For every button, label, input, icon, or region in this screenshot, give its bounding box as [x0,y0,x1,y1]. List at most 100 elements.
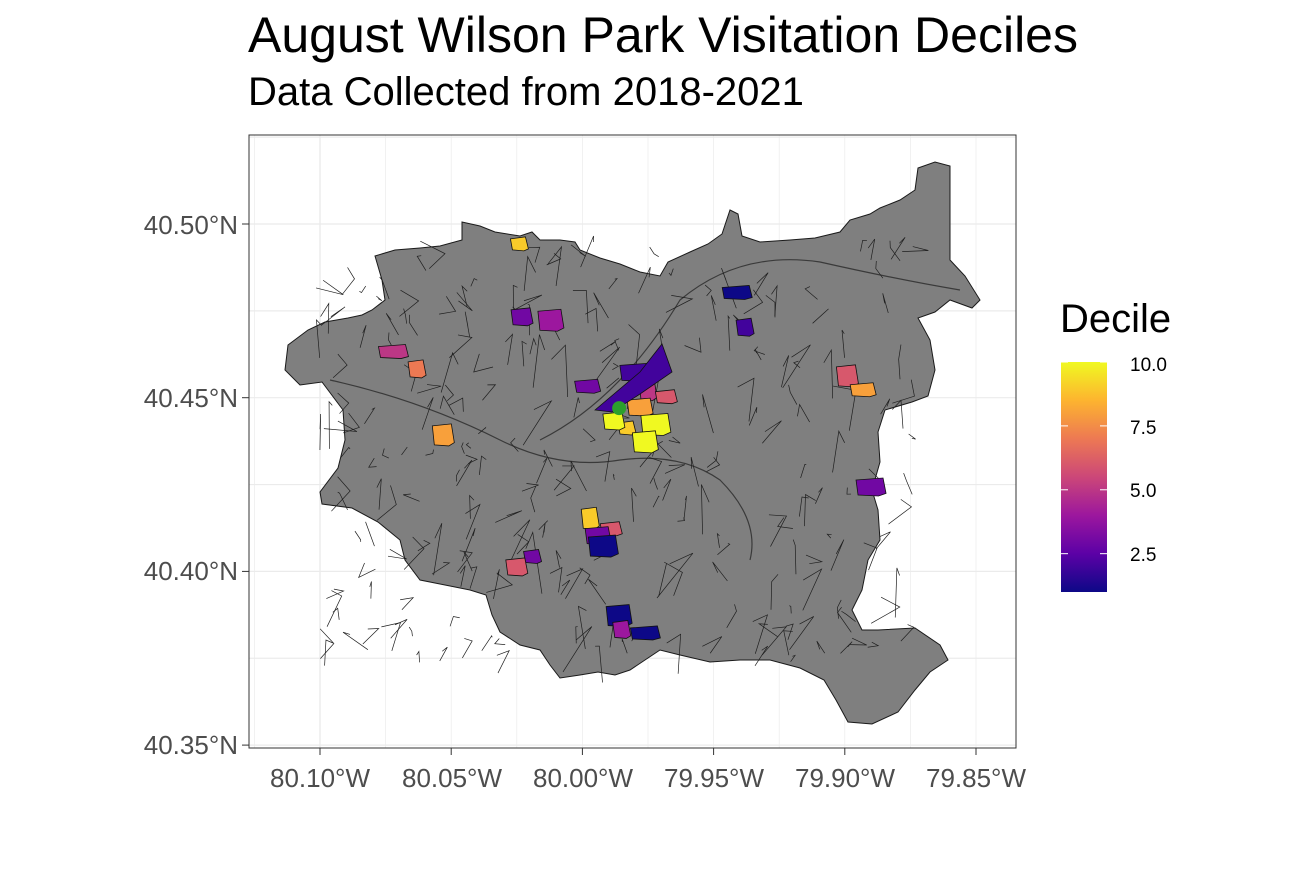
tract-border [898,344,902,380]
tract-border [783,630,793,656]
tract-border [324,639,334,666]
tract-border [321,306,346,326]
tract-border [665,295,694,313]
tract-border [523,255,536,291]
tract-highlight [612,620,632,639]
tick-marks [242,223,977,755]
tract-border [425,449,434,456]
tract-border [549,566,563,593]
tract-border [702,636,723,654]
tract-highlight [594,343,673,413]
tract-border [882,293,889,314]
tract-border [588,578,607,605]
tract-lines [315,235,929,683]
tract-border [830,539,845,571]
tract-border [462,638,473,659]
tract-highlight [721,285,753,300]
tract-border [509,519,531,563]
tract-border [326,590,343,627]
tract-border [555,550,562,568]
tract-border [337,392,350,414]
x-tick-label: 80.05°W [402,763,502,793]
tract-highlight [580,506,600,530]
tract-border [792,539,797,575]
tract-border [710,295,717,321]
tract-border [850,637,867,646]
tract-border [880,398,891,415]
tract-border [573,397,580,418]
tract-border [457,550,473,573]
y-axis: 40.50°N 40.45°N 40.40°N 40.35°N [144,210,238,760]
tract-border [390,619,408,639]
tract-border [456,469,460,482]
tract-border [804,493,816,527]
tract-border [385,313,399,336]
tract-border [612,363,619,370]
tract-border [543,449,553,467]
tract-border [875,260,884,279]
tract-border [521,340,527,367]
tract-border [496,650,510,674]
tract-border [836,599,842,619]
tract-border [408,314,418,336]
tract-border [890,237,906,260]
tract-border [870,596,901,624]
tract-border [315,279,344,296]
tract-border [846,487,852,495]
tract-border [400,597,415,610]
tract-border [416,650,420,663]
tract-border [690,456,699,487]
tract-border [867,238,876,260]
tract-border [536,457,548,484]
tract-border [505,333,514,365]
river-north [539,259,961,441]
tract-border [892,379,915,404]
tract-border [512,284,518,309]
tract-border [889,240,901,261]
legend: Decile 10.0 7.5 5.0 2.5 [1060,297,1171,592]
tract-border [653,478,658,490]
tract-border [529,337,537,355]
tract-border [753,346,765,355]
tract-border [403,308,408,324]
tract-border [510,437,519,452]
tract-border [757,623,778,638]
tract-border [649,246,659,257]
tract-border [649,457,663,484]
tract-border [802,568,823,611]
tract-border [614,338,620,351]
tract-border [323,420,358,432]
tract-border [727,314,731,351]
x-axis: 80.10°W 80.05°W 80.00°W 79.95°W 79.90°W … [270,763,1026,793]
tract-border [582,428,596,443]
tract-highlight [654,389,678,405]
tract-border [408,626,413,637]
tract-border [565,568,584,599]
tract-border [737,377,755,422]
tract-border [658,328,664,347]
tract-border [595,451,611,482]
tract-border [789,605,792,614]
legend-label: 10.0 [1130,355,1167,376]
tract-border [575,626,578,644]
tract-border [572,290,589,324]
tract-border [528,246,541,263]
tract-border [449,616,460,627]
tract-border [841,329,845,358]
tract-border [815,487,823,504]
x-tick-label: 79.95°W [664,763,764,793]
tract-border [743,289,764,315]
tract-highlight [510,307,534,327]
tract-border [433,523,443,576]
tract-border [701,484,710,535]
tract-border [805,554,824,565]
tract-highlight [602,411,626,431]
tract-border [702,394,714,434]
river [329,379,753,561]
tract-border [461,284,468,307]
tract-border [562,626,593,673]
tract-border [479,455,487,476]
tract-border [403,493,420,502]
tract-border [577,605,587,650]
